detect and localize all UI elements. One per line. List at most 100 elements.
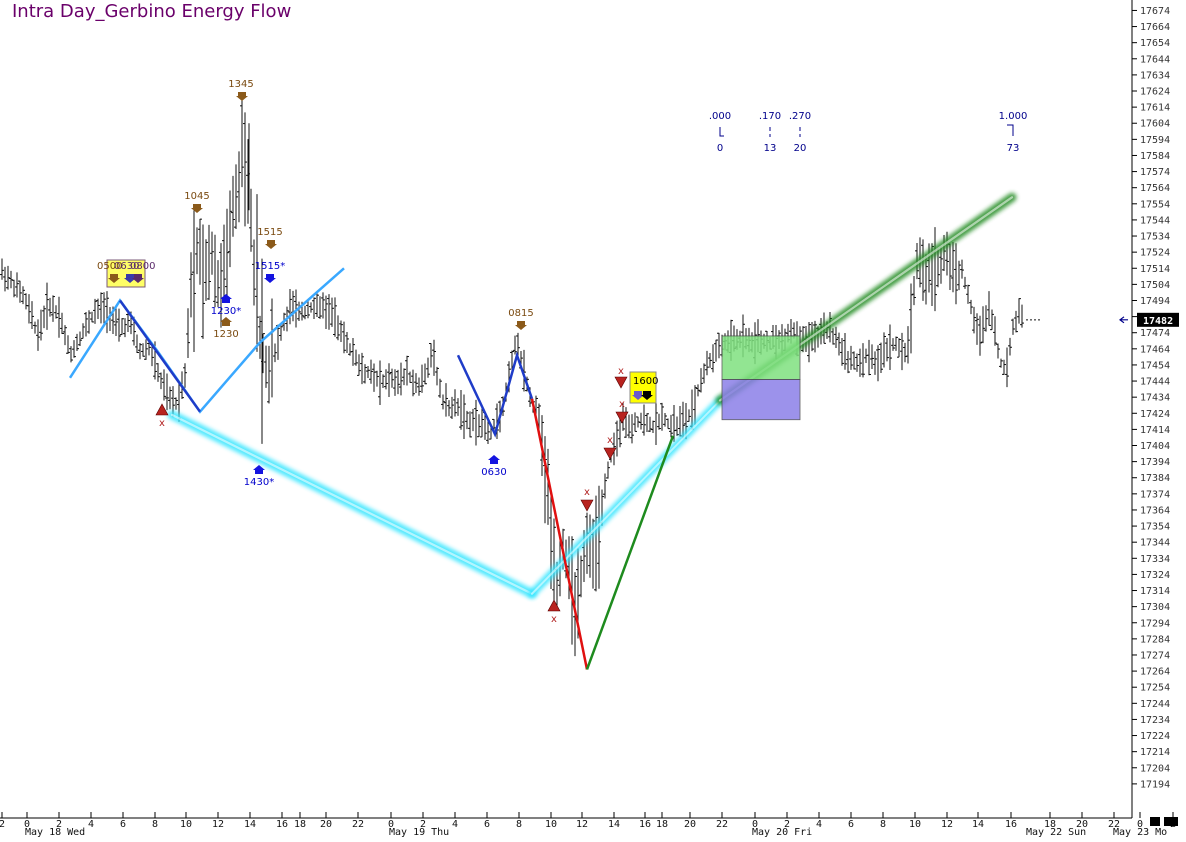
- x-tick-label: 2: [420, 819, 426, 830]
- fib-ratio-label: .270: [789, 111, 811, 122]
- x-mark: x: [607, 435, 613, 446]
- energy-band-cyan-core: [531, 399, 721, 595]
- y-tick-label: 17624: [1140, 87, 1170, 98]
- y-tick-label: 17514: [1140, 264, 1170, 275]
- y-tick-label: 17584: [1140, 151, 1170, 162]
- chart-title: Intra Day_Gerbino Energy Flow: [12, 1, 291, 22]
- x-tick-label: 20: [684, 819, 696, 830]
- x-tick-label: 12: [576, 819, 588, 830]
- y-tick-label: 17274: [1140, 650, 1170, 661]
- y-tick-label: 17374: [1140, 489, 1170, 500]
- y-tick-label: 17284: [1140, 634, 1170, 645]
- arrow-down-icon: [632, 391, 644, 400]
- day-label: May 18 Wed: [25, 827, 85, 838]
- x-tick-label: 2: [784, 819, 790, 830]
- arrow-down-icon: [515, 321, 527, 330]
- y-tick-label: 17544: [1140, 215, 1170, 226]
- y-tick-label: 17254: [1140, 683, 1170, 694]
- y-axis: 17674 17664 17654 17644 17634 17624 17614 17604…: [1132, 6, 1170, 790]
- x-tick-label: 16: [639, 819, 651, 830]
- plot-background: [0, 0, 1132, 818]
- x-tick-label: 12: [941, 819, 953, 830]
- y-tick-label: 17424: [1140, 409, 1170, 420]
- y-tick-label: 17384: [1140, 473, 1170, 484]
- fib-bar-label: 20: [794, 143, 807, 154]
- zone-box-green: [721, 335, 801, 380]
- y-tick-label: 17264: [1140, 667, 1170, 678]
- x-tick-label: 18: [656, 819, 668, 830]
- arrow-down-icon: [124, 274, 136, 283]
- trend-line-dark-blue: [118, 299, 202, 413]
- annotation-label: 1515: [257, 227, 282, 238]
- x-tick-label: 2: [56, 819, 62, 830]
- y-tick-label: 17464: [1140, 344, 1170, 355]
- y-tick-label: 17644: [1140, 54, 1170, 65]
- y-tick-label: 17394: [1140, 457, 1170, 468]
- x-tick-label: 8: [152, 819, 158, 830]
- y-tick-label: 17604: [1140, 119, 1170, 130]
- y-tick-label: 17364: [1140, 505, 1170, 516]
- y-tick-label: 17224: [1140, 731, 1170, 742]
- last-price-label: 17482: [1143, 316, 1173, 327]
- x-tick-label: 0: [24, 819, 30, 830]
- y-tick-label: 17434: [1140, 393, 1170, 404]
- x-tick-label: 18: [1044, 819, 1056, 830]
- y-tick-label: 17234: [1140, 715, 1170, 726]
- trend-line-green: [585, 435, 675, 670]
- y-tick-label: 17324: [1140, 570, 1170, 581]
- y-tick-label: 17354: [1140, 522, 1170, 533]
- x-tick-label: 6: [848, 819, 854, 830]
- y-tick-label: 17504: [1140, 280, 1170, 291]
- x-tick-label: 0: [388, 819, 394, 830]
- x-tick-label: 4: [816, 819, 822, 830]
- triangle-down-icon: [603, 447, 617, 460]
- y-tick-label: 17414: [1140, 425, 1170, 436]
- x-tick-label: 14: [244, 819, 256, 830]
- fib-ratio-label: .000: [709, 111, 731, 122]
- x-tick-label: 10: [909, 819, 921, 830]
- annotation-label: 0630: [481, 467, 506, 478]
- x-tick-label: 12: [212, 819, 224, 830]
- corner-square-icon: [1150, 817, 1160, 826]
- x-tick-label: 8: [880, 819, 886, 830]
- arrow-down-icon: [132, 274, 144, 283]
- annotation-label: 1600: [633, 376, 658, 387]
- corner-square-icon: [1164, 817, 1178, 826]
- last-price-tag: [1137, 312, 1179, 327]
- x-tick-label: 18: [294, 819, 306, 830]
- arrow-down-icon: [641, 391, 653, 400]
- x-tick-label: 14: [972, 819, 984, 830]
- arrow-down-icon: [265, 240, 277, 249]
- y-tick-label: 17554: [1140, 199, 1170, 210]
- plot-layer: [0, 99, 1040, 670]
- x-tick-label: 22: [716, 819, 728, 830]
- y-tick-label: 17344: [1140, 538, 1170, 549]
- y-tick-label: 17294: [1140, 618, 1170, 629]
- x-tick-label: 10: [545, 819, 557, 830]
- y-tick-label: 17494: [1140, 296, 1170, 307]
- y-tick-label: 17404: [1140, 441, 1170, 452]
- x-tick-label: 14: [608, 819, 620, 830]
- triangle-down-icon: [615, 411, 629, 424]
- arrow-up-icon: [220, 317, 232, 326]
- y-tick-label: 17614: [1140, 103, 1170, 114]
- last-price-pointer-icon: [1119, 316, 1128, 324]
- zone-box-blue: [721, 379, 801, 421]
- fib-bar-label: 73: [1007, 143, 1020, 154]
- x-mark: x: [619, 399, 625, 410]
- x-tick-label: 6: [120, 819, 126, 830]
- x-tick-label: 20: [320, 819, 332, 830]
- x-tick-label: 16: [276, 819, 288, 830]
- fib-bar-label: 0: [717, 143, 723, 154]
- annotation-label: 1230: [213, 329, 238, 340]
- annotation-label: 1515*: [255, 261, 285, 272]
- x-mark: x: [618, 366, 624, 377]
- signal-box: [629, 371, 657, 404]
- y-tick-label: 17534: [1140, 232, 1170, 243]
- x-tick-label: 8: [516, 819, 522, 830]
- arrow-up-icon: [253, 465, 265, 474]
- y-tick-label: 17204: [1140, 763, 1170, 774]
- x-tick-label: 4: [88, 819, 94, 830]
